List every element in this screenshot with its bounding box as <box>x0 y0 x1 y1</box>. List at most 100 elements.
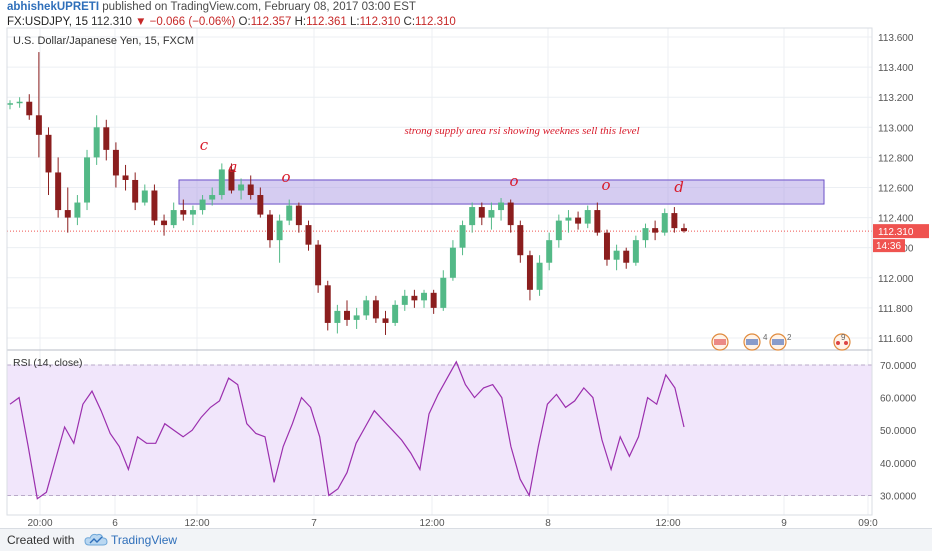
candle-body <box>421 292 428 301</box>
price-tick-label: 113.200 <box>878 93 914 104</box>
candle-body <box>652 228 659 233</box>
candle-body <box>334 310 341 323</box>
open-label: O: <box>238 16 251 28</box>
ohlc-line: FX:USDJPY, 15 112.310 ▼ −0.066 (−0.06%) … <box>7 16 456 28</box>
time-tick-label: 12:00 <box>655 518 680 528</box>
rsi-label: RSI (14, close) <box>13 357 82 369</box>
author-name[interactable]: abhishekUPRETI <box>7 1 100 13</box>
price-tick-label: 112.800 <box>878 153 914 164</box>
time-tick-label: 8 <box>545 518 551 528</box>
last-price-tag <box>873 224 929 239</box>
candle-body <box>161 220 168 226</box>
low-value: 112.310 <box>359 16 401 28</box>
annotation-marks: c a o o o d <box>200 136 684 196</box>
candle-body <box>276 220 283 241</box>
countdown-tag-label: 14:36 <box>876 241 901 252</box>
candle-body <box>16 101 23 104</box>
candle-body <box>315 244 322 286</box>
candle-body <box>238 184 245 191</box>
us-flag-icon[interactable]: 4 <box>743 333 768 351</box>
candle-body <box>661 213 668 233</box>
candle-body <box>401 295 408 305</box>
candle-body <box>488 210 495 218</box>
candle-body <box>681 228 687 232</box>
chart-axes <box>6 27 873 516</box>
candle-body <box>623 250 630 263</box>
candle-body <box>575 217 582 224</box>
time-tick-label: 09:0 <box>858 518 878 528</box>
rsi-tick-label: 50.0000 <box>880 426 917 437</box>
candle-body <box>382 318 389 323</box>
close-label: C: <box>403 16 416 28</box>
candle-body <box>632 240 639 263</box>
chart-frame <box>6 27 873 516</box>
symbol-label: FX:USDJPY, 15 <box>7 16 88 28</box>
indicator-icons: 4 2 9 <box>711 333 851 351</box>
candle-body <box>353 315 360 320</box>
price-tags: 112.310 14:36 <box>873 224 929 253</box>
candle-body <box>507 202 514 226</box>
chart-title: U.S. Dollar/Japanese Yen, 15, FXCM <box>13 35 194 47</box>
candle-body <box>122 175 129 180</box>
swing-mark: a <box>229 158 238 176</box>
candle-body <box>344 310 350 320</box>
candle-body <box>392 304 399 323</box>
price-change: ▼ −0.066 (−0.06%) <box>135 16 236 28</box>
time-tick-label: 9 <box>781 518 787 528</box>
candle-body <box>26 101 33 116</box>
us-flag-icon-2[interactable]: 2 <box>769 333 792 351</box>
time-tick-label: 12:00 <box>419 518 444 528</box>
time-tick-label: 7 <box>311 518 317 528</box>
countdown-tag <box>873 239 905 253</box>
last-price-value: 112.310 <box>91 16 132 28</box>
candle-body <box>642 228 649 241</box>
footer-bar: Created with TradingView <box>0 528 932 551</box>
candle-body <box>84 157 91 203</box>
candle-body <box>218 169 225 196</box>
candle-body <box>209 195 216 200</box>
price-axis: 113.600 113.400 113.200 113.000 112.800 112.6… <box>878 33 914 345</box>
candle-body <box>498 202 505 211</box>
candle-body <box>594 210 601 233</box>
price-tick-label: 113.400 <box>878 63 914 74</box>
swing-mark: o <box>281 168 290 186</box>
candle-body <box>93 127 100 158</box>
price-tick-label: 112.000 <box>878 274 914 285</box>
calendar-flag-icon[interactable] <box>711 333 729 351</box>
candle-body <box>584 210 591 224</box>
rsi-series <box>7 360 872 500</box>
candle-body <box>459 225 466 248</box>
candle-body <box>132 179 139 203</box>
candle-body <box>103 127 110 150</box>
candle-body <box>363 300 370 316</box>
publish-line: abhishekUPRETI published on TradingView.… <box>7 1 416 13</box>
candle-body <box>517 225 524 256</box>
tradingview-cloud-icon <box>84 533 108 546</box>
price-tick-label: 112.400 <box>878 214 914 225</box>
tradingview-brand[interactable]: TradingView <box>111 533 178 547</box>
rsi-tick-label: 40.0000 <box>880 459 917 470</box>
candle-body <box>7 103 13 105</box>
price-tick-label: 111.600 <box>878 334 913 345</box>
candle-body <box>266 214 273 241</box>
rsi-axis: 70.0000 60.0000 50.0000 40.0000 30.0000 <box>880 361 917 502</box>
publish-info: published on TradingView.com, February 0… <box>102 1 416 13</box>
candle-body <box>469 207 476 226</box>
swing-mark: o <box>601 176 610 194</box>
events-icon[interactable]: 9 <box>833 333 851 351</box>
swing-mark: o <box>509 172 518 190</box>
high-label: H: <box>294 16 307 28</box>
open-value: 112.357 <box>250 16 292 28</box>
rsi-band <box>7 365 872 496</box>
candle-body <box>199 199 206 211</box>
candle-body <box>536 262 543 290</box>
candle-body <box>45 134 52 173</box>
chart-canvas[interactable]: 113.600 113.400 113.200 113.000 112.800 112.6… <box>0 0 932 528</box>
candle-body <box>247 184 254 196</box>
swing-mark: d <box>674 178 684 196</box>
candle-body <box>286 205 293 221</box>
candle-body <box>170 210 177 226</box>
rsi-tick-label: 30.0000 <box>880 491 917 502</box>
candle-body <box>228 169 235 191</box>
candle-body <box>555 220 562 241</box>
